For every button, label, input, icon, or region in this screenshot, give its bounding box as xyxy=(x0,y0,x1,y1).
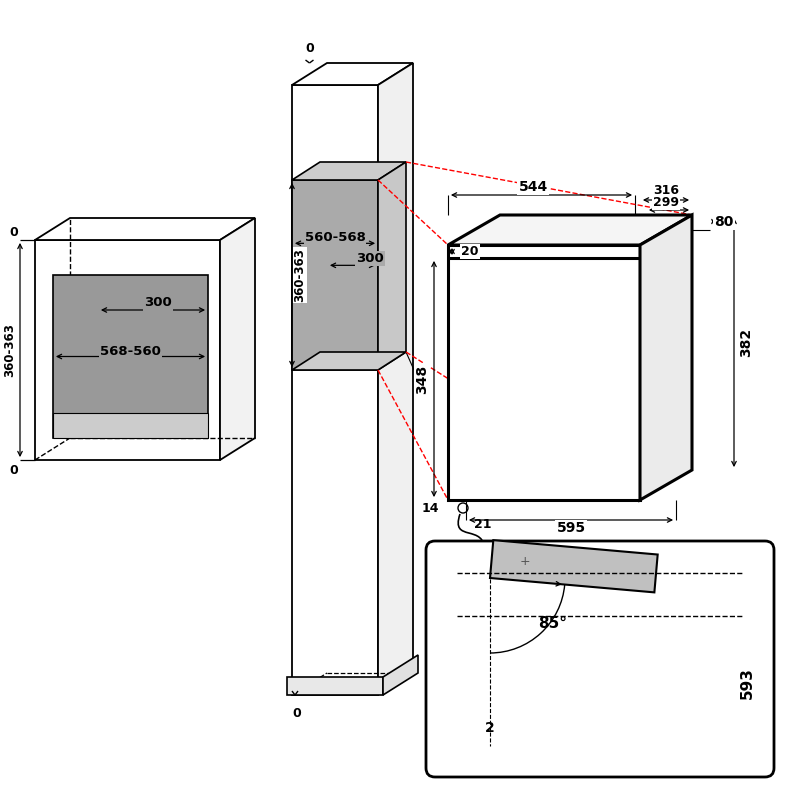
Text: 2: 2 xyxy=(485,721,495,735)
Text: 382: 382 xyxy=(739,328,753,357)
Text: 299: 299 xyxy=(653,195,679,209)
Polygon shape xyxy=(640,215,692,500)
Polygon shape xyxy=(292,352,406,370)
Text: 300: 300 xyxy=(144,297,172,310)
Text: 14: 14 xyxy=(422,502,438,514)
Polygon shape xyxy=(35,218,255,240)
Text: 593: 593 xyxy=(739,667,754,699)
Text: 80: 80 xyxy=(714,214,734,229)
Polygon shape xyxy=(490,540,658,592)
Text: 595: 595 xyxy=(557,521,586,535)
FancyBboxPatch shape xyxy=(426,541,774,777)
Polygon shape xyxy=(292,180,378,370)
Text: 0: 0 xyxy=(10,226,18,238)
Polygon shape xyxy=(220,218,255,460)
Polygon shape xyxy=(53,413,208,438)
Text: 544: 544 xyxy=(518,180,548,194)
Text: 568-560: 568-560 xyxy=(100,345,161,358)
Polygon shape xyxy=(448,245,640,500)
Text: 20: 20 xyxy=(462,245,478,258)
Polygon shape xyxy=(292,85,378,695)
Polygon shape xyxy=(53,275,208,438)
Polygon shape xyxy=(292,162,406,180)
Polygon shape xyxy=(292,63,413,85)
Polygon shape xyxy=(448,215,692,245)
Text: 560-568: 560-568 xyxy=(305,231,366,244)
Text: 316: 316 xyxy=(653,185,679,198)
Polygon shape xyxy=(35,240,220,460)
Polygon shape xyxy=(287,677,383,695)
Polygon shape xyxy=(383,655,418,695)
Text: 85°: 85° xyxy=(538,615,567,630)
Text: 0: 0 xyxy=(293,707,302,720)
Text: 0: 0 xyxy=(10,463,18,477)
Polygon shape xyxy=(378,162,406,370)
Text: 360-363: 360-363 xyxy=(294,248,306,302)
Text: 348: 348 xyxy=(415,365,429,394)
Text: 0: 0 xyxy=(305,42,314,55)
Text: 21: 21 xyxy=(474,518,492,531)
Text: 300: 300 xyxy=(356,252,384,265)
Text: 360-363: 360-363 xyxy=(3,323,17,377)
Polygon shape xyxy=(378,63,413,695)
Text: +: + xyxy=(519,555,530,569)
